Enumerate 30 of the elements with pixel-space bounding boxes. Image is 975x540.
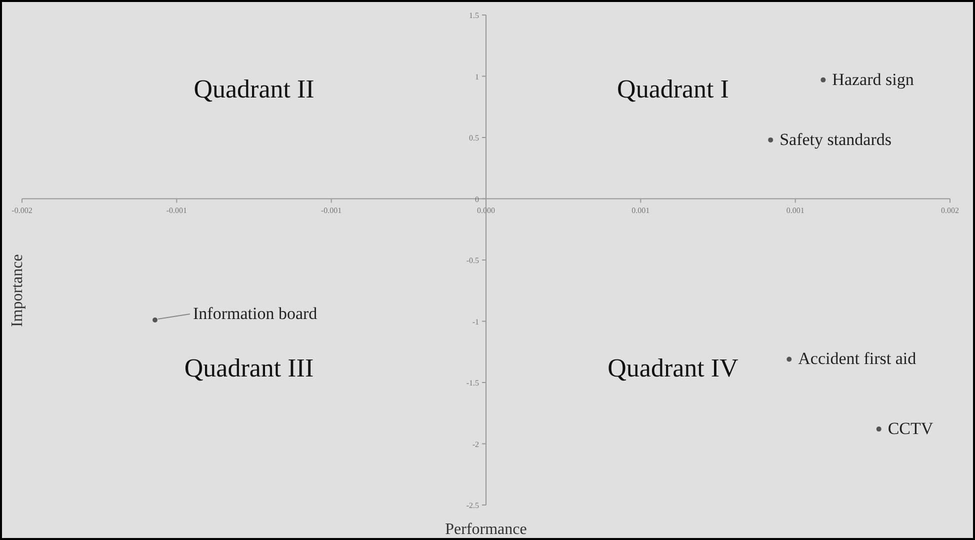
x-tick-label: 0.001 <box>786 206 804 215</box>
annotation: Quadrant I <box>617 74 729 104</box>
annotation: CCTV <box>888 419 934 438</box>
y-tick-label: -2 <box>472 440 479 449</box>
y-tick-label: -2.5 <box>466 501 479 510</box>
annotation: Safety standards <box>780 130 892 149</box>
x-tick-label: -0.002 <box>12 206 32 215</box>
y-tick-label: 1.5 <box>469 11 479 20</box>
annotation: Quadrant IV <box>608 353 739 382</box>
x-tick-label: 0.002 <box>941 206 959 215</box>
annotation: Quadrant III <box>184 353 314 382</box>
y-tick-label: -1.5 <box>466 378 479 388</box>
y-tick-label: 1 <box>475 72 479 82</box>
x-tick-label: -0.001 <box>320 206 342 215</box>
x-tick-label: -0.001 <box>166 206 188 215</box>
point <box>876 426 882 432</box>
point <box>768 137 774 142</box>
y-tick-label: -0.5 <box>466 256 479 265</box>
y-axis-title: Importance <box>9 254 26 328</box>
point <box>786 356 792 362</box>
annotation: Hazard sign <box>832 70 914 89</box>
point <box>820 77 826 82</box>
y-tick-label: -1 <box>472 317 479 326</box>
annotation: Quadrant II <box>194 74 314 104</box>
annotation: Accident first aid <box>798 349 917 368</box>
x-tick-label: 0.001 <box>632 206 650 215</box>
y-tick-label: 0.5 <box>469 134 479 142</box>
annotation: Information board <box>193 304 318 324</box>
point <box>152 318 158 323</box>
x-axis-title: Performance <box>445 521 527 538</box>
